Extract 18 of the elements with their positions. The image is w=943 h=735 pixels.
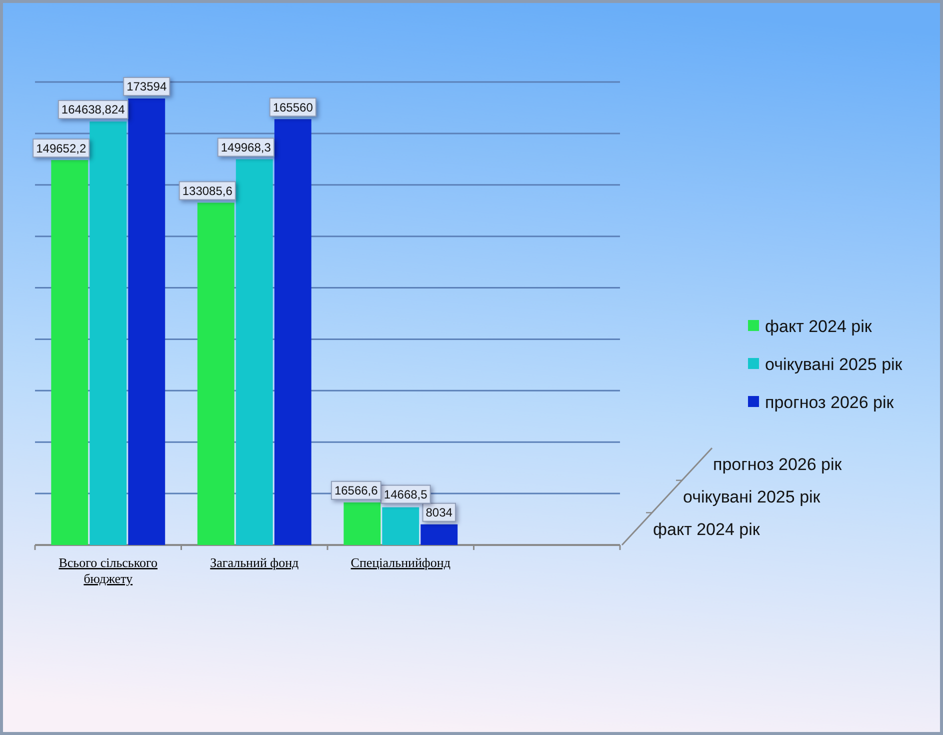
data-label: 14668,5 bbox=[384, 487, 428, 502]
data-label: 165560 bbox=[272, 100, 314, 114]
data-label: 173594 bbox=[126, 80, 167, 94]
text: прогноз 2026 рік bbox=[713, 455, 842, 474]
legend-label: факт 2024 рік bbox=[765, 316, 872, 336]
data-label: 8034 bbox=[426, 506, 453, 520]
legend-label: очікувані 2025 рік bbox=[765, 354, 903, 374]
x-tick-label: Спеціальнийфонд bbox=[350, 555, 451, 570]
text: очікувані 2025 рік bbox=[683, 487, 820, 506]
data-label: 164638,824 bbox=[61, 102, 126, 117]
data-label: 149968,3 bbox=[220, 140, 272, 154]
data-label: 133085,6 bbox=[182, 184, 233, 198]
data-label: 16566,6 bbox=[334, 484, 378, 498]
x-tick-label: Всього сільського бюджету bbox=[58, 555, 158, 586]
data-label: 149652,2 bbox=[36, 141, 86, 156]
text: факт 2024 рік bbox=[653, 520, 760, 539]
legend-label: прогноз 2026 рік bbox=[765, 392, 894, 412]
x-tick-label: Загальний фонд bbox=[210, 555, 300, 570]
